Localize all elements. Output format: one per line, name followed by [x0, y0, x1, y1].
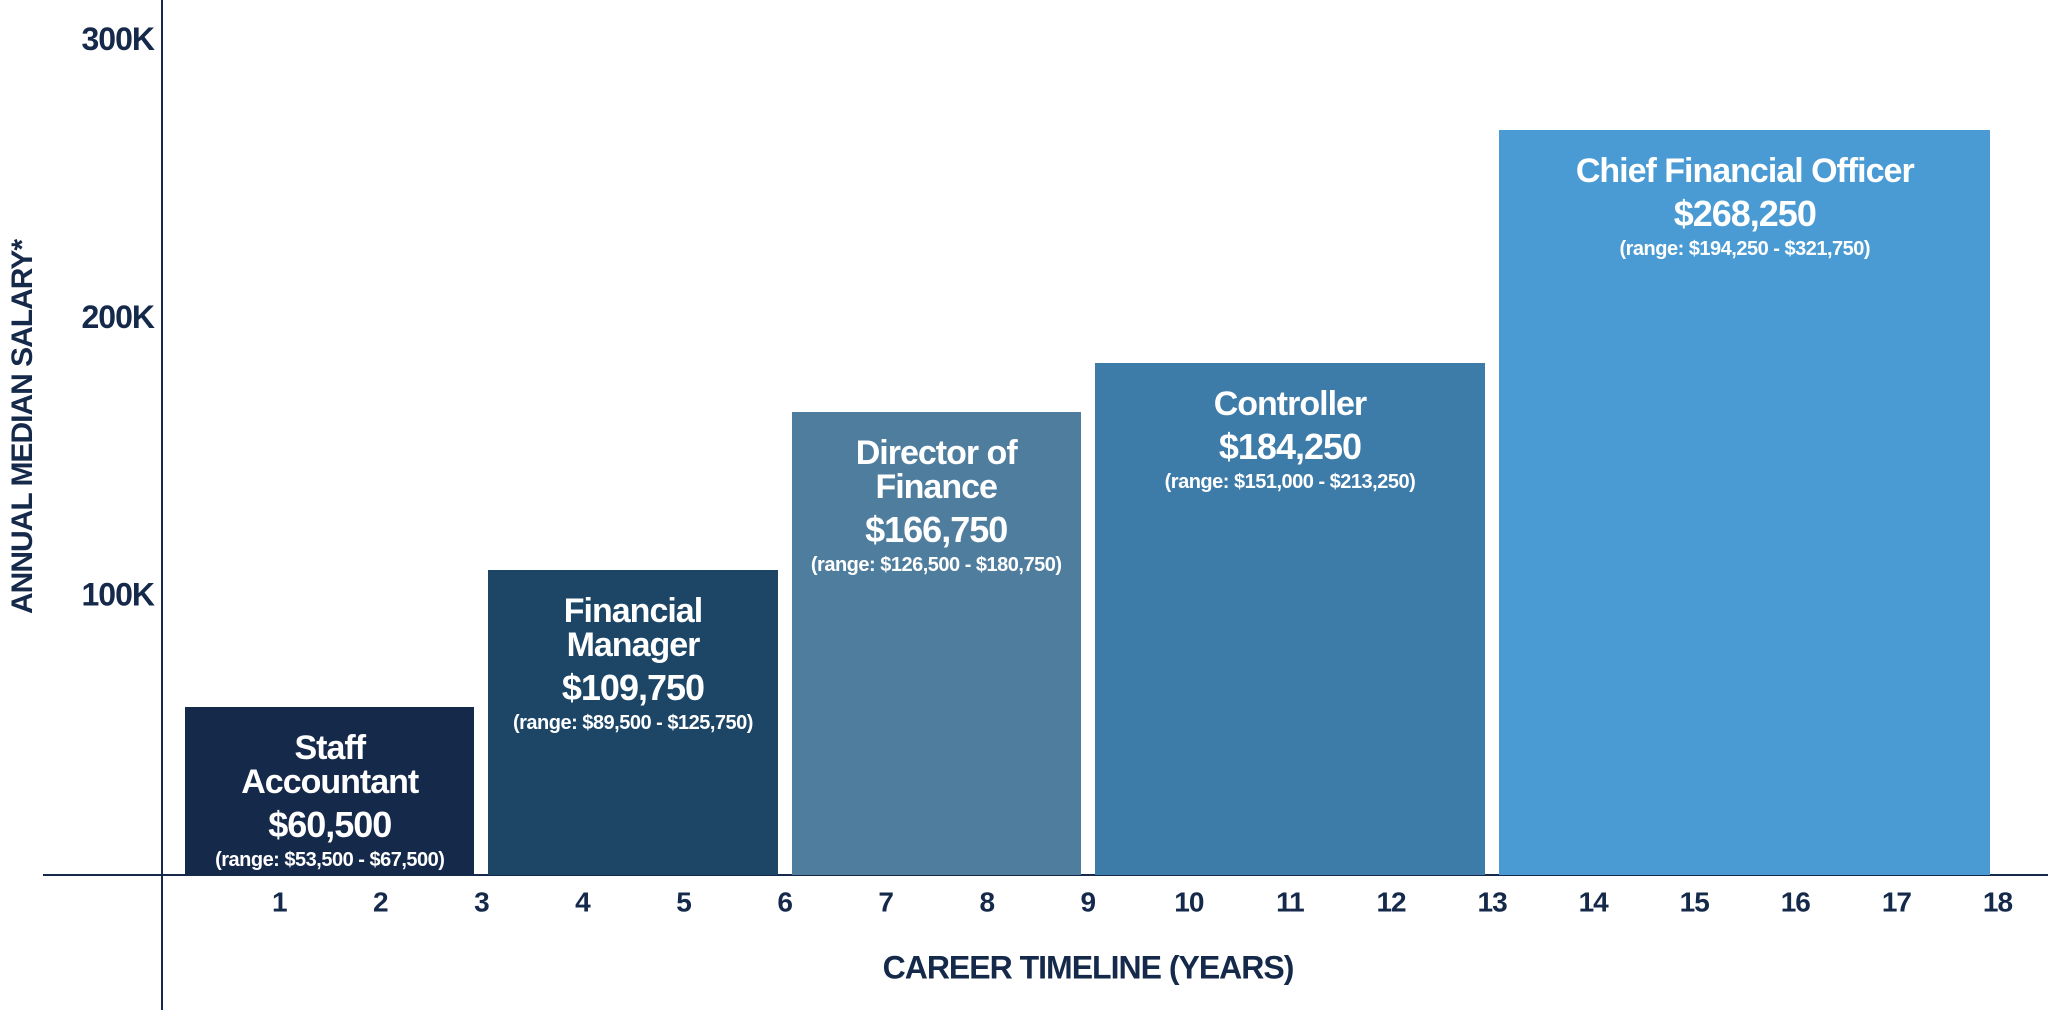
y-tick-label: 100K — [82, 577, 155, 613]
bar-name: Controller — [1213, 385, 1367, 424]
bar-name: Chief Financial Officer — [1575, 151, 1915, 190]
x-tick-label: 5 — [676, 886, 691, 917]
range-label: (range: $126,500 - $180,750) — [810, 553, 1062, 576]
bar: Director of Finance $166,750 (range: $126,… — [791, 411, 1081, 875]
value-label: $184,250 — [1218, 426, 1362, 468]
bar-name: Director of Finance — [855, 433, 1018, 506]
x-tick-label: 10 — [1174, 886, 1204, 917]
x-tick-label: 4 — [575, 886, 591, 917]
value-label: $166,750 — [865, 508, 1008, 550]
x-tick-label: 11 — [1276, 886, 1304, 917]
x-tick-label: 15 — [1680, 886, 1710, 917]
x-tick-label: 6 — [777, 886, 792, 917]
bar: Chief Financial Officer $268,250 (range: $… — [1499, 129, 1991, 875]
x-tick-label: 16 — [1781, 886, 1811, 917]
range-label: (range: $53,500 - $67,500) — [215, 848, 445, 871]
value-label: $268,250 — [1673, 192, 1817, 234]
y-tick-label: 300K — [82, 21, 155, 57]
range-label: (range: $194,250 - $321,750) — [1619, 237, 1871, 260]
x-tick-label: 3 — [474, 886, 489, 917]
range-label: (range: $89,500 - $125,750) — [512, 712, 754, 735]
x-tick-label: 12 — [1376, 886, 1406, 917]
x-tick-label: 8 — [979, 886, 994, 917]
bar: Controller $184,250 (range: $151,000 - $21… — [1094, 363, 1486, 875]
x-tick-label: 13 — [1478, 886, 1508, 917]
value-label: $109,750 — [561, 667, 705, 709]
x-tick-label: 7 — [878, 886, 893, 917]
x-tick-label: 17 — [1882, 886, 1912, 917]
x-axis-title: CAREER TIMELINE (YEARS) — [883, 949, 1294, 985]
x-tick-label: 9 — [1081, 886, 1096, 917]
y-tick-label: 200K — [82, 299, 155, 335]
bar: Financial Manager $109,750 (range: $89,500… — [488, 570, 778, 875]
x-tick-label: 2 — [373, 886, 388, 917]
value-label: $60,500 — [268, 803, 392, 845]
bar-name: Financial Manager — [563, 592, 703, 665]
bar: Staff Accountant $60,500 (range: $53,500 -… — [185, 706, 475, 875]
y-axis-title: ANNUAL MEDIAN SALARY* — [6, 239, 39, 614]
x-tick-label: 1 — [272, 886, 287, 917]
x-tick-label: 14 — [1579, 886, 1610, 917]
bar-name: Staff Accountant — [241, 728, 419, 801]
range-label: (range: $151,000 - $213,250) — [1164, 471, 1416, 494]
x-tick-label: 18 — [1983, 886, 2013, 917]
